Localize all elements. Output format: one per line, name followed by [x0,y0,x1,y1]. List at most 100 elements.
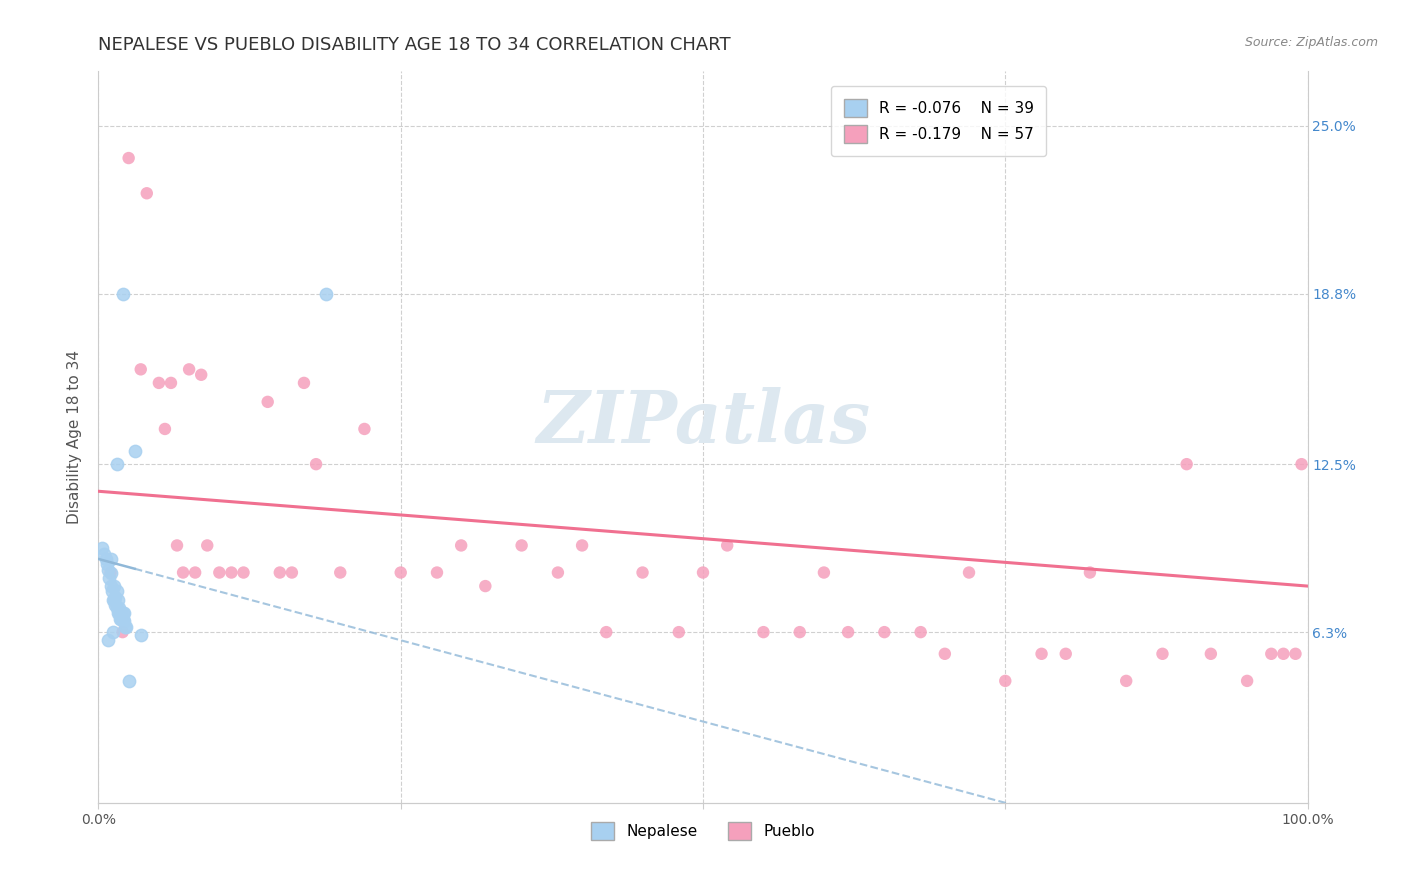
Point [105,457,128,471]
Text: Source: ZipAtlas.com: Source: ZipAtlas.com [1244,36,1378,49]
Point [179,362,201,376]
Point [104,598,127,612]
Point [101,625,124,640]
Point [112,606,135,620]
Point [166,538,188,552]
Point [595,625,617,640]
Point [111,611,134,625]
Point [692,566,714,580]
Point [111,625,134,640]
Point [153,422,176,436]
Point [118,151,141,165]
Point [104,590,127,604]
Y-axis label: Disability Age 18 to 34: Disability Age 18 to 34 [67,350,83,524]
Point [129,628,152,642]
Point [547,566,569,580]
Point [315,286,337,301]
Point [329,566,352,580]
Point [172,566,194,580]
Point [668,625,690,640]
Point [281,566,304,580]
Point [91,541,114,556]
Point [96,558,118,572]
Point [105,600,128,615]
Point [108,606,131,620]
Point [135,186,157,201]
Point [1284,647,1306,661]
Point [108,606,131,620]
Point [115,620,138,634]
Point [1272,647,1295,661]
Point [1078,566,1101,580]
Point [789,625,811,640]
Point [752,625,775,640]
Point [184,566,207,580]
Point [1115,673,1137,688]
Point [114,620,136,634]
Point [110,611,132,625]
Point [934,647,956,661]
Point [837,625,859,640]
Point [1291,457,1313,471]
Point [111,606,134,620]
Point [232,566,254,580]
Point [129,362,152,376]
Point [112,615,135,629]
Point [107,606,129,620]
Point [221,566,243,580]
Point [124,443,146,458]
Point [100,584,122,599]
Point [100,579,122,593]
Point [957,566,980,580]
Point [105,584,128,599]
Point [450,538,472,552]
Point [111,286,134,301]
Point [160,376,183,390]
Point [305,457,328,471]
Point [269,566,291,580]
Point [97,633,120,648]
Point [1054,647,1077,661]
Point [910,625,932,640]
Point [148,376,170,390]
Point [98,571,121,585]
Point [1260,647,1282,661]
Point [813,566,835,580]
Point [190,368,212,382]
Point [426,566,449,580]
Point [110,606,132,620]
Point [100,552,122,566]
Point [571,538,593,552]
Point [100,566,122,580]
Point [94,552,117,566]
Point [1199,647,1222,661]
Point [108,600,131,615]
Point [1031,647,1053,661]
Point [716,538,738,552]
Point [631,566,654,580]
Point [994,673,1017,688]
Point [1175,457,1198,471]
Point [389,566,412,580]
Point [1236,673,1258,688]
Text: ZIPatlas: ZIPatlas [536,387,870,458]
Point [195,538,218,552]
Point [108,611,131,625]
Point [292,376,315,390]
Point [208,566,231,580]
Legend: Nepalese, Pueblo: Nepalese, Pueblo [585,815,821,847]
Point [118,673,141,688]
Point [353,422,375,436]
Point [1152,647,1174,661]
Point [510,538,533,552]
Point [100,566,122,580]
Point [103,592,125,607]
Point [474,579,496,593]
Point [107,592,129,607]
Point [97,563,120,577]
Point [256,395,278,409]
Text: NEPALESE VS PUEBLO DISABILITY AGE 18 TO 34 CORRELATION CHART: NEPALESE VS PUEBLO DISABILITY AGE 18 TO … [98,36,731,54]
Point [93,547,115,561]
Point [873,625,896,640]
Point [101,592,124,607]
